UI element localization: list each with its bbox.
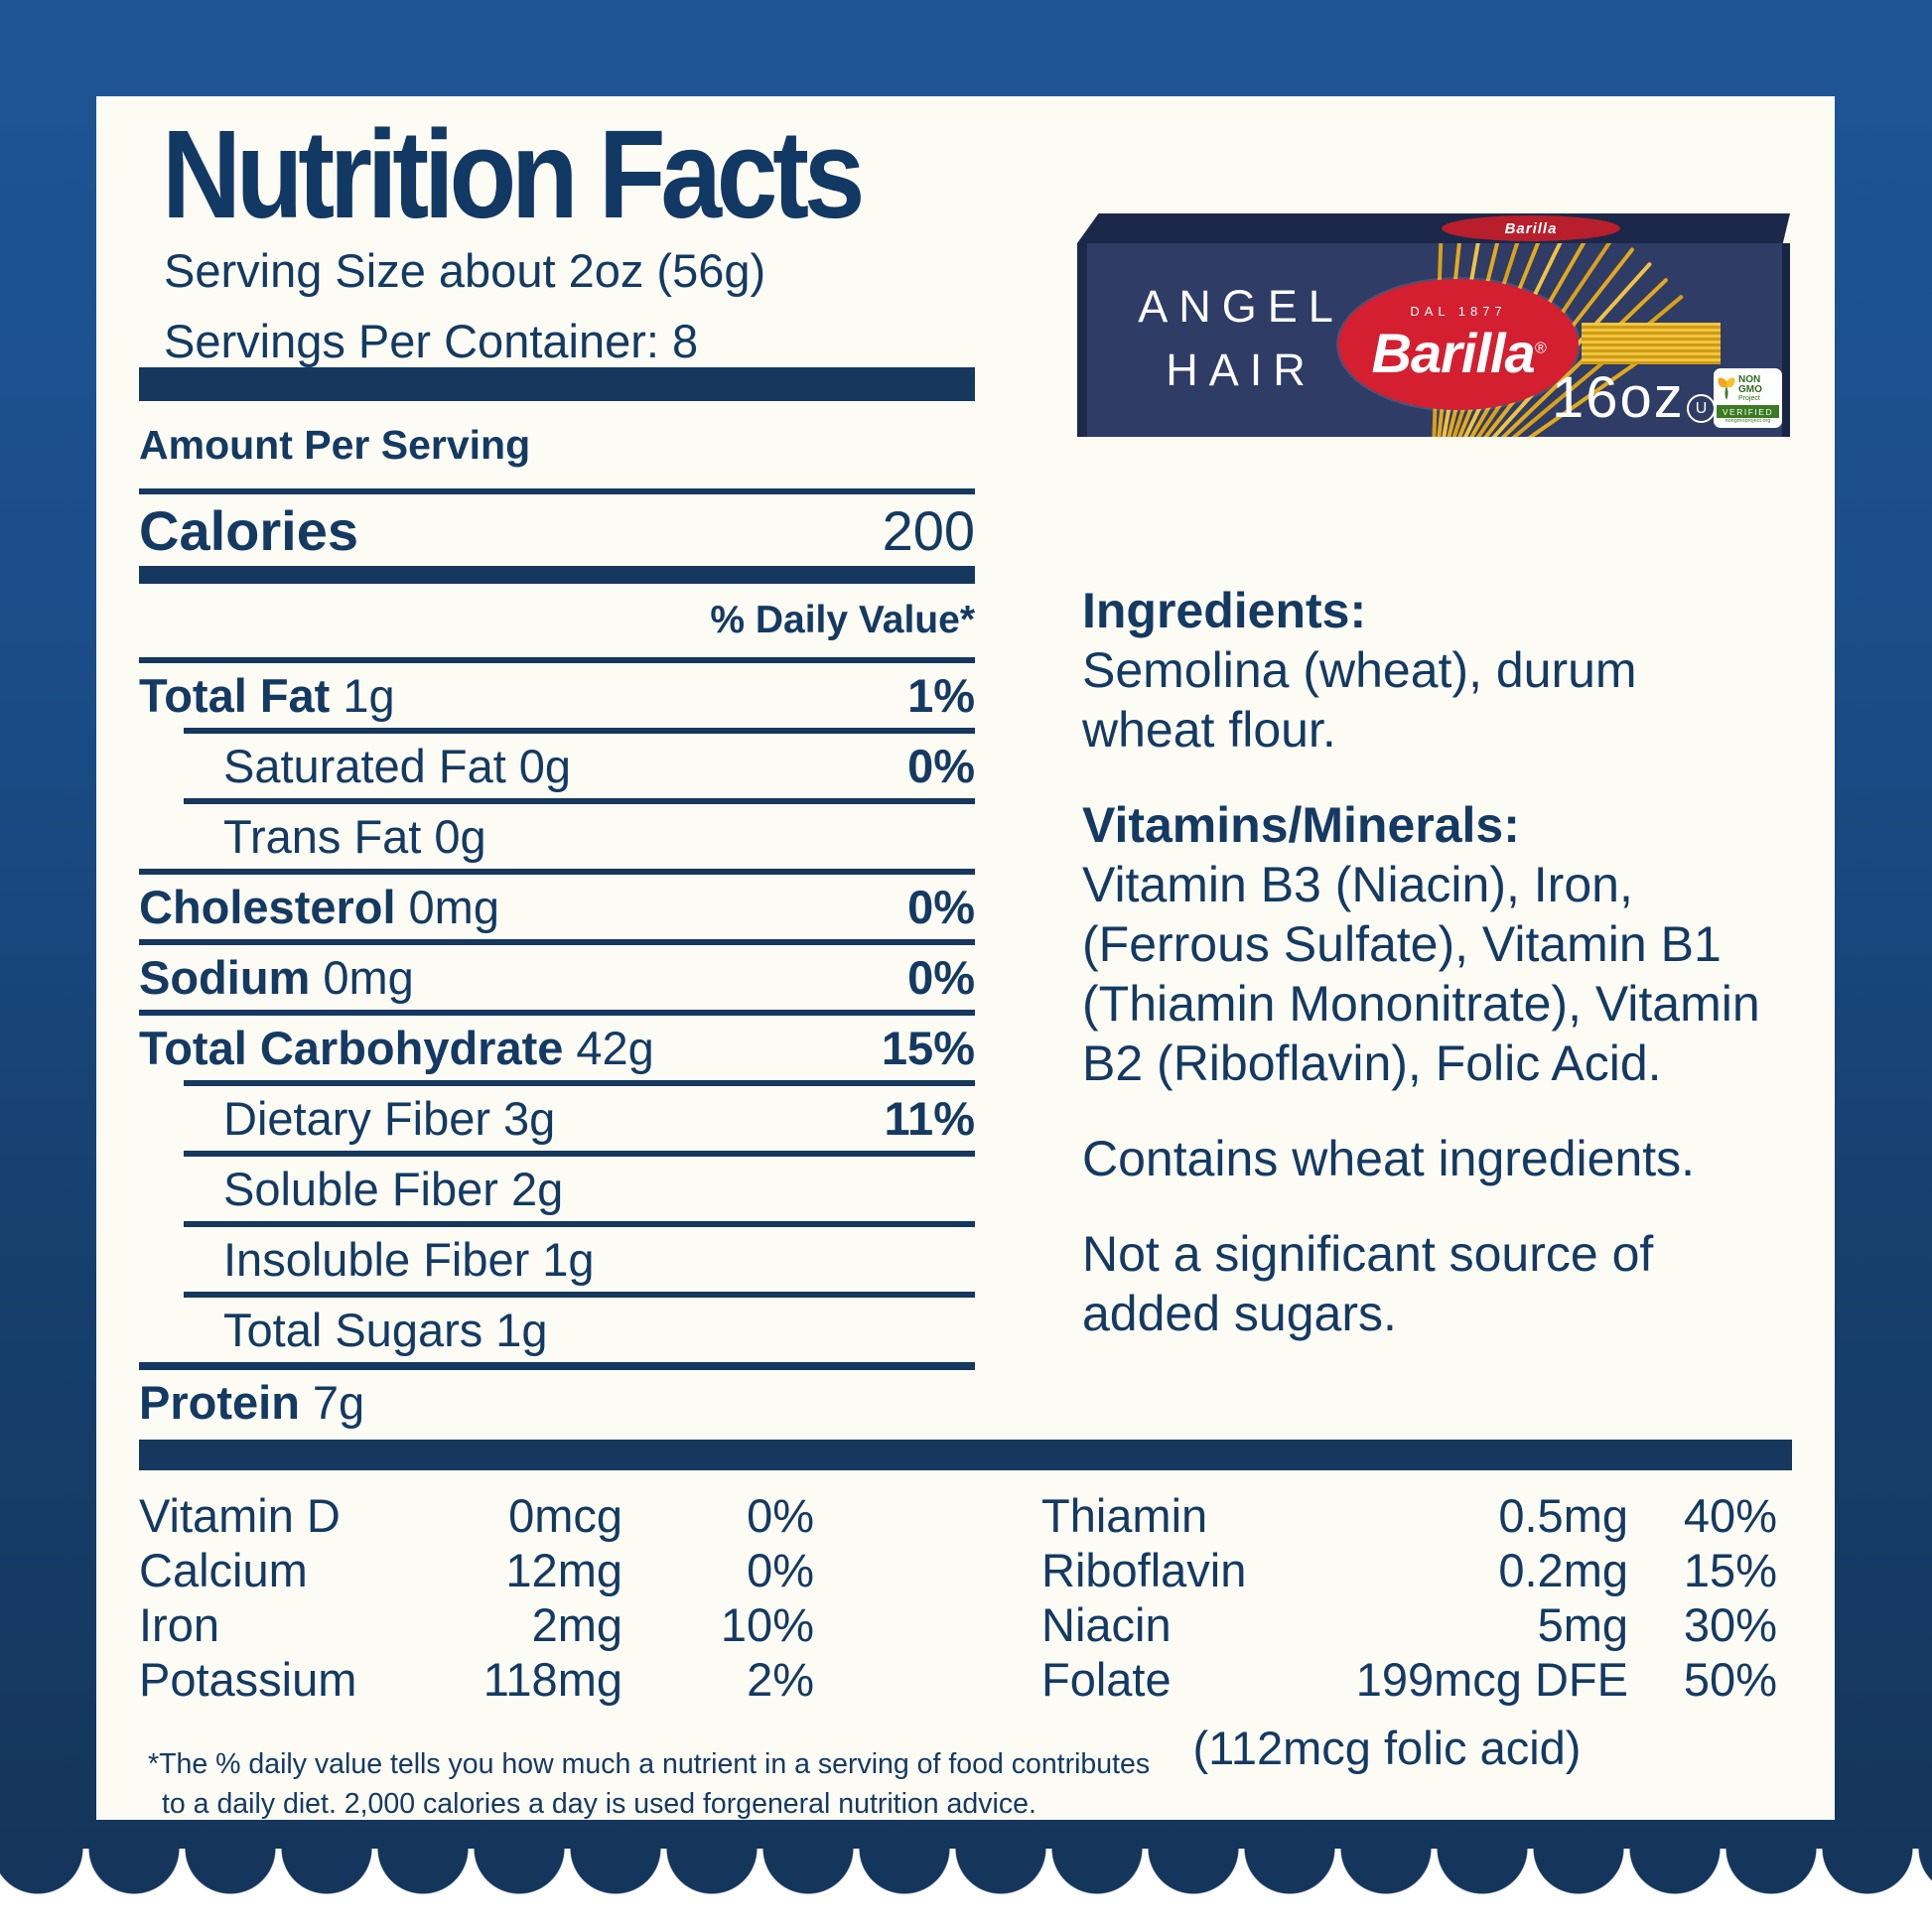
divider-rule bbox=[139, 1362, 975, 1370]
full-width-divider-bar bbox=[139, 1440, 1792, 1470]
divider-rule bbox=[139, 939, 975, 945]
dv-value: 0% bbox=[907, 881, 975, 933]
footnote-line-1: *The % daily value tells you how much a … bbox=[148, 1748, 1151, 1780]
micro-row-iron: Iron 2mg 10% bbox=[139, 1598, 814, 1651]
micro-row-riboflavin: Riboflavin 0.2mg 15% bbox=[1041, 1544, 1777, 1596]
dal-1877-text: DAL 1877 bbox=[1410, 304, 1507, 319]
divider-rule bbox=[184, 798, 975, 804]
barilla-product-box-image: Barilla bbox=[1077, 213, 1790, 437]
amount-per-serving-label: Amount Per Serving bbox=[139, 421, 531, 468]
vitamins-line: Vitamin B3 (Niacin), Iron, bbox=[1082, 857, 1633, 912]
table-row-insoluble-fiber: Insoluble Fiber 1g bbox=[223, 1233, 595, 1286]
non-gmo-verified-badge: NON GMO Project VERIFIED nongmoproject.o… bbox=[1714, 368, 1782, 428]
barilla-logo-top: Barilla bbox=[1442, 215, 1620, 241]
calories-row: Calories 200 bbox=[139, 494, 975, 566]
medium-divider-bar bbox=[139, 566, 975, 584]
table-row-trans-fat: Trans Fat 0g bbox=[223, 810, 486, 863]
serving-size-text: Serving Size about 2oz (56g) bbox=[164, 244, 766, 297]
dv-value: 0% bbox=[907, 951, 975, 1004]
table-row-sodium: Sodium 0mg 0% bbox=[139, 951, 975, 1004]
daily-value-header: % Daily Value* bbox=[710, 599, 975, 641]
calories-value: 200 bbox=[882, 498, 975, 562]
dv-value: 15% bbox=[881, 1022, 975, 1074]
pasta-bundle-photo bbox=[1582, 323, 1721, 364]
contains-wheat-text: Contains wheat ingredients. bbox=[1082, 1131, 1696, 1186]
servings-per-container-text: Servings Per Container: 8 bbox=[164, 315, 699, 367]
table-row-total-sugars: Total Sugars 1g bbox=[223, 1304, 548, 1356]
divider-rule bbox=[139, 1010, 975, 1016]
folic-acid-note: (112mcg folic acid) bbox=[1192, 1722, 1582, 1774]
table-row-total-carbohydrate: Total Carbohydrate 42g 15% bbox=[139, 1022, 975, 1074]
micro-row-folate: Folate 199mcg DFE 50% bbox=[1041, 1653, 1777, 1706]
footnote-line-2: to a daily diet. 2,000 calories a day is… bbox=[162, 1788, 1036, 1820]
nutrition-table: Amount Per Serving Calories 200 % Daily … bbox=[139, 367, 975, 1435]
daily-value-header-row: % Daily Value* bbox=[139, 584, 975, 663]
micro-row-niacin: Niacin 5mg 30% bbox=[1041, 1598, 1777, 1651]
micro-row-calcium: Calcium 12mg 0% bbox=[139, 1544, 814, 1596]
vitamins-line: (Thiamin Mononitrate), Vitamin bbox=[1082, 976, 1760, 1032]
micronutrient-column-left: Vitamin D 0mcg 0% Calcium 12mg 0% Iron 2… bbox=[139, 1488, 814, 1707]
vitamins-line: B2 (Riboflavin), Folic Acid. bbox=[1082, 1035, 1662, 1091]
divider-rule bbox=[139, 869, 975, 875]
table-row-protein: Protein 7g bbox=[139, 1376, 365, 1429]
micro-row-thiamin: Thiamin 0.5mg 40% bbox=[1041, 1489, 1777, 1542]
butterfly-icon bbox=[1718, 377, 1735, 400]
product-name: ANGEL HAIR bbox=[1138, 281, 1344, 395]
ingredients-section: Ingredients: Semolina (wheat), durum whe… bbox=[1082, 581, 1857, 1343]
not-significant-line: Not a significant source of bbox=[1082, 1226, 1654, 1282]
page-title: Nutrition Facts bbox=[162, 104, 865, 244]
ingredients-heading: Ingredients: bbox=[1082, 583, 1367, 638]
table-row-total-fat: Total Fat 1g 1% bbox=[139, 669, 975, 722]
amount-per-serving-row: Amount Per Serving bbox=[139, 401, 975, 494]
calories-label: Calories bbox=[139, 498, 358, 562]
dv-value: 1% bbox=[907, 669, 975, 722]
micro-row-vitamin-d: Vitamin D 0mcg 0% bbox=[139, 1489, 814, 1542]
package-size-text: 16oz bbox=[1552, 365, 1685, 430]
vitamins-line: (Ferrous Sulfate), Vitamin B1 bbox=[1082, 916, 1722, 972]
daily-value-footnote: *The % daily value tells you how much a … bbox=[148, 1744, 1150, 1824]
not-significant-line: added sugars. bbox=[1082, 1286, 1397, 1341]
micro-row-potassium: Potassium 118mg 2% bbox=[139, 1653, 814, 1706]
verified-bar: VERIFIED bbox=[1717, 405, 1779, 418]
kosher-u-icon: U bbox=[1687, 394, 1716, 423]
thick-divider-bar bbox=[139, 367, 975, 401]
nutrition-facts-card: Nutrition Facts Serving Size about 2oz (… bbox=[96, 96, 1835, 1820]
box-top-face: Barilla bbox=[1077, 213, 1790, 243]
divider-rule bbox=[184, 1292, 975, 1298]
scalloped-bottom-edge bbox=[0, 1849, 1932, 1906]
table-row-saturated-fat: Saturated Fat 0g 0% bbox=[223, 740, 975, 792]
barilla-logo: DAL 1877 Barilla® bbox=[1338, 279, 1579, 410]
divider-rule bbox=[184, 1080, 975, 1086]
divider-rule bbox=[184, 728, 975, 734]
micronutrient-column-right: Thiamin 0.5mg 40% Riboflavin 0.2mg 15% N… bbox=[1041, 1488, 1777, 1707]
table-row-dietary-fiber: Dietary Fiber 3g 11% bbox=[223, 1092, 975, 1145]
divider-rule bbox=[184, 1151, 975, 1157]
divider-rule bbox=[184, 1221, 975, 1227]
box-front-face: ANGEL HAIR DAL 1877 Barilla® 16oz U bbox=[1077, 243, 1790, 437]
ingredients-line: Semolina (wheat), durum bbox=[1082, 642, 1637, 698]
ingredients-line: wheat flour. bbox=[1082, 702, 1336, 758]
dv-value: 11% bbox=[884, 1092, 975, 1145]
table-row-soluble-fiber: Soluble Fiber 2g bbox=[223, 1163, 564, 1215]
barilla-wordmark: Barilla® bbox=[1371, 322, 1547, 384]
table-row-cholesterol: Cholesterol 0mg 0% bbox=[139, 881, 975, 933]
dv-value: 0% bbox=[907, 740, 975, 792]
vitamins-minerals-heading: Vitamins/Minerals: bbox=[1082, 797, 1520, 853]
